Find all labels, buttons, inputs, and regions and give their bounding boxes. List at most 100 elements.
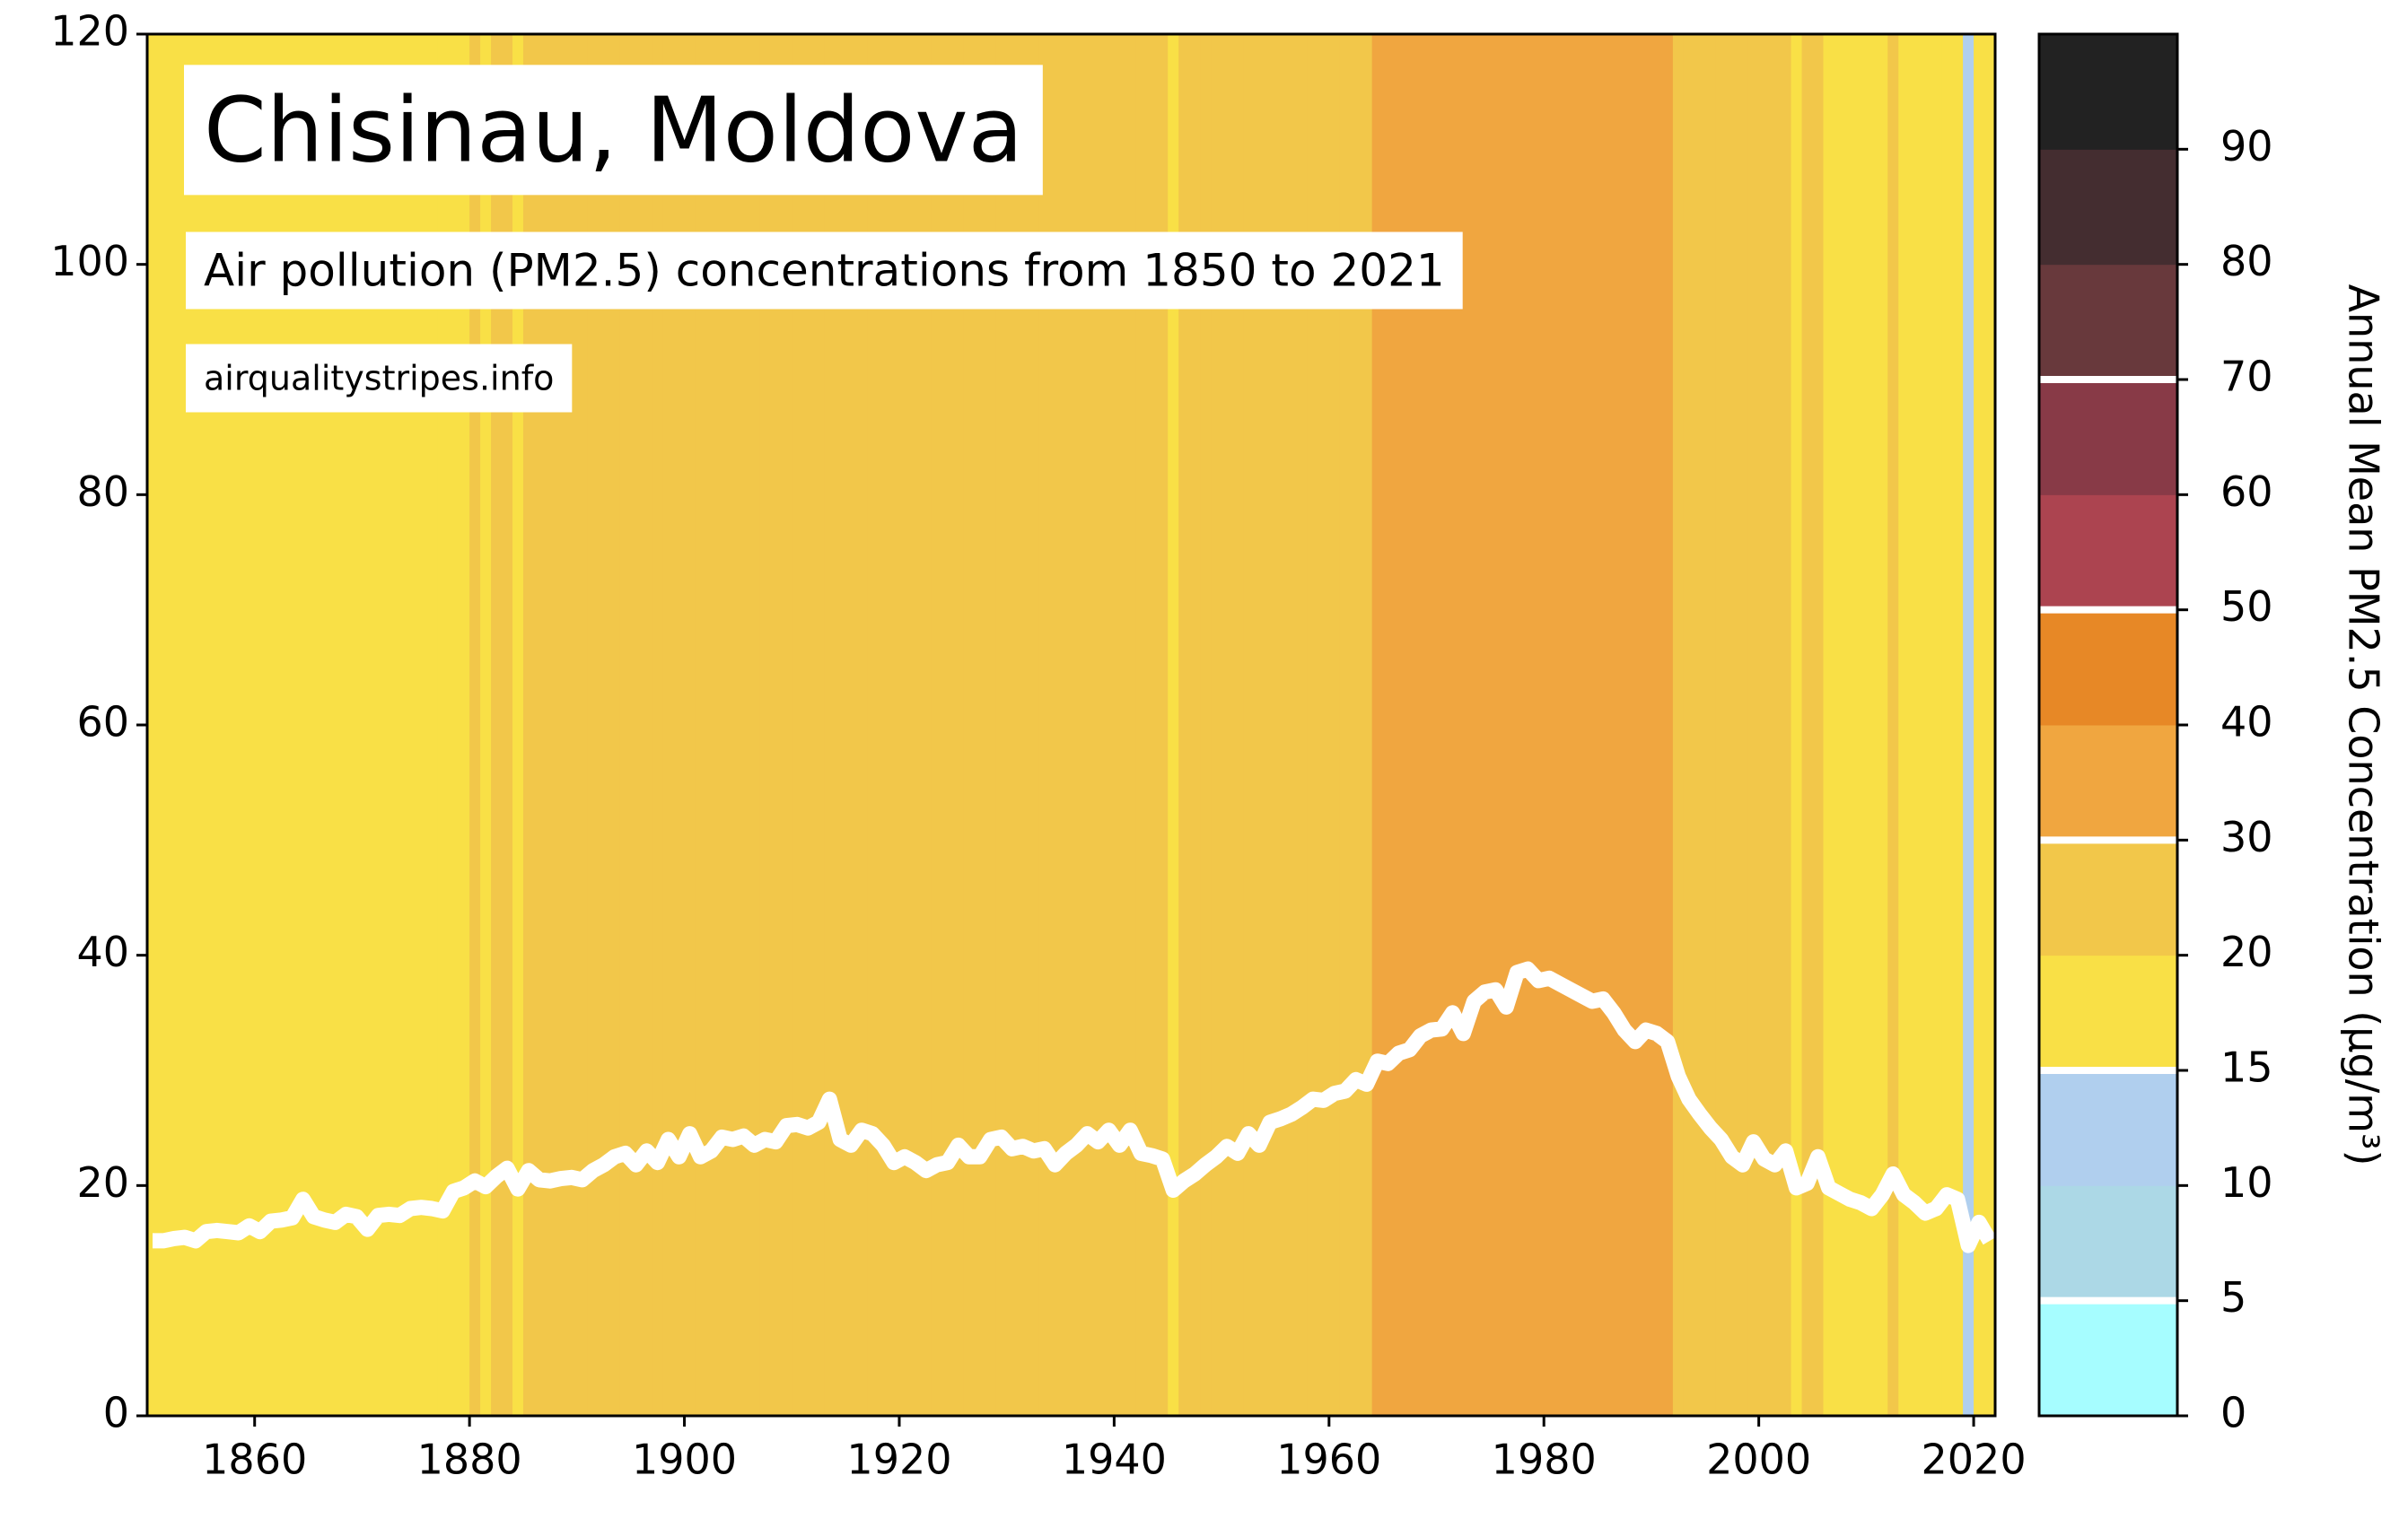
stripe xyxy=(147,34,159,1416)
stripe xyxy=(1920,34,1931,1416)
stripe xyxy=(1447,34,1459,1416)
stripe xyxy=(1672,34,1685,1416)
stripe xyxy=(684,34,696,1416)
stripe xyxy=(1168,34,1179,1416)
y-tick-label: 20 xyxy=(76,1158,129,1207)
stripe xyxy=(1715,34,1728,1416)
stripe xyxy=(995,34,1008,1416)
stripe xyxy=(1028,34,1040,1416)
stripe xyxy=(931,34,943,1416)
stripe xyxy=(1017,34,1029,1416)
colorbar-segment xyxy=(2039,380,2177,495)
stripe xyxy=(1092,34,1105,1416)
colorbar-tick-label: 0 xyxy=(2220,1389,2246,1437)
x-tick-label: 1940 xyxy=(1062,1436,1167,1484)
stripe xyxy=(1211,34,1222,1416)
stripe xyxy=(909,34,922,1416)
stripe xyxy=(1318,34,1330,1416)
stripe xyxy=(824,34,836,1416)
stripe xyxy=(1490,34,1502,1416)
stripe xyxy=(974,34,986,1416)
stripe xyxy=(1135,34,1147,1416)
stripe xyxy=(1479,34,1491,1416)
stripe xyxy=(1243,34,1255,1416)
x-tick-label: 2000 xyxy=(1706,1436,1811,1484)
stripe xyxy=(1533,34,1545,1416)
stripe xyxy=(1726,34,1738,1416)
colorbar-tick-label: 20 xyxy=(2220,928,2273,976)
stripe xyxy=(1565,34,1577,1416)
y-tick-label: 100 xyxy=(50,237,129,285)
stripe xyxy=(1200,34,1212,1416)
source-box xyxy=(186,344,573,413)
stripe xyxy=(1747,34,1760,1416)
stripe xyxy=(1769,34,1782,1416)
colorbar-tick-label: 30 xyxy=(2220,813,2273,861)
stripe xyxy=(168,34,180,1416)
stripe xyxy=(1222,34,1233,1416)
stripe xyxy=(1125,34,1136,1416)
stripe xyxy=(792,34,803,1416)
stripe xyxy=(1866,34,1878,1416)
stripe xyxy=(1264,34,1276,1416)
stripe xyxy=(1974,34,1985,1416)
x-tick-label: 1920 xyxy=(846,1436,951,1484)
x-tick-label: 2020 xyxy=(1922,1436,2027,1484)
colorbar-segment xyxy=(2039,1070,2177,1186)
stripe xyxy=(878,34,889,1416)
stripe xyxy=(1081,34,1094,1416)
stripe xyxy=(695,34,707,1416)
stripe xyxy=(898,34,911,1416)
stripe xyxy=(1823,34,1835,1416)
stripe xyxy=(662,34,675,1416)
colorbar-segment xyxy=(2039,840,2177,956)
stripe xyxy=(856,34,868,1416)
colorbar-segment xyxy=(2039,494,2177,611)
stripe xyxy=(738,34,749,1416)
stripe xyxy=(749,34,760,1416)
stripe xyxy=(781,34,792,1416)
stripe xyxy=(1909,34,1921,1416)
colorbar-segment xyxy=(2039,609,2177,726)
stripe xyxy=(652,34,664,1416)
colorbar-tick-label: 15 xyxy=(2220,1043,2273,1092)
stripe xyxy=(888,34,900,1416)
colorbar-tick-label: 80 xyxy=(2220,237,2273,285)
stripe xyxy=(1522,34,1534,1416)
stripe xyxy=(1898,34,1910,1416)
stripe xyxy=(1060,34,1073,1416)
stripe xyxy=(1038,34,1051,1416)
chart-title: Chisinau, Moldova xyxy=(204,77,1023,182)
stripe xyxy=(1328,34,1341,1416)
y-tick-label: 80 xyxy=(76,467,129,516)
colorbar-tick-label: 5 xyxy=(2220,1273,2246,1322)
colorbar-segment xyxy=(2039,149,2177,266)
stripe xyxy=(1694,34,1706,1416)
colorbar-tick-label: 60 xyxy=(2220,467,2273,516)
stripe xyxy=(1834,34,1846,1416)
stripe xyxy=(1780,34,1792,1416)
stripe xyxy=(1146,34,1158,1416)
stripe xyxy=(1598,34,1609,1416)
stripe xyxy=(1544,34,1555,1416)
stripe xyxy=(1339,34,1352,1416)
colorbar-segment xyxy=(2039,1300,2177,1417)
stripe xyxy=(1296,34,1309,1416)
stripe xyxy=(1952,34,1964,1416)
stripe xyxy=(1801,34,1814,1416)
stripe xyxy=(1468,34,1480,1416)
stripe xyxy=(952,34,965,1416)
stripe xyxy=(1737,34,1749,1416)
colorbar-tick-label: 90 xyxy=(2220,122,2273,170)
stripe xyxy=(619,34,632,1416)
stripe xyxy=(845,34,857,1416)
stripe xyxy=(770,34,782,1416)
stripe xyxy=(1963,34,1975,1416)
stripe xyxy=(630,34,643,1416)
stripe xyxy=(802,34,814,1416)
stripe xyxy=(1501,34,1512,1416)
stripe xyxy=(1006,34,1019,1416)
x-tick-label: 1880 xyxy=(417,1436,522,1484)
stripe xyxy=(963,34,976,1416)
stripe xyxy=(1931,34,1942,1416)
